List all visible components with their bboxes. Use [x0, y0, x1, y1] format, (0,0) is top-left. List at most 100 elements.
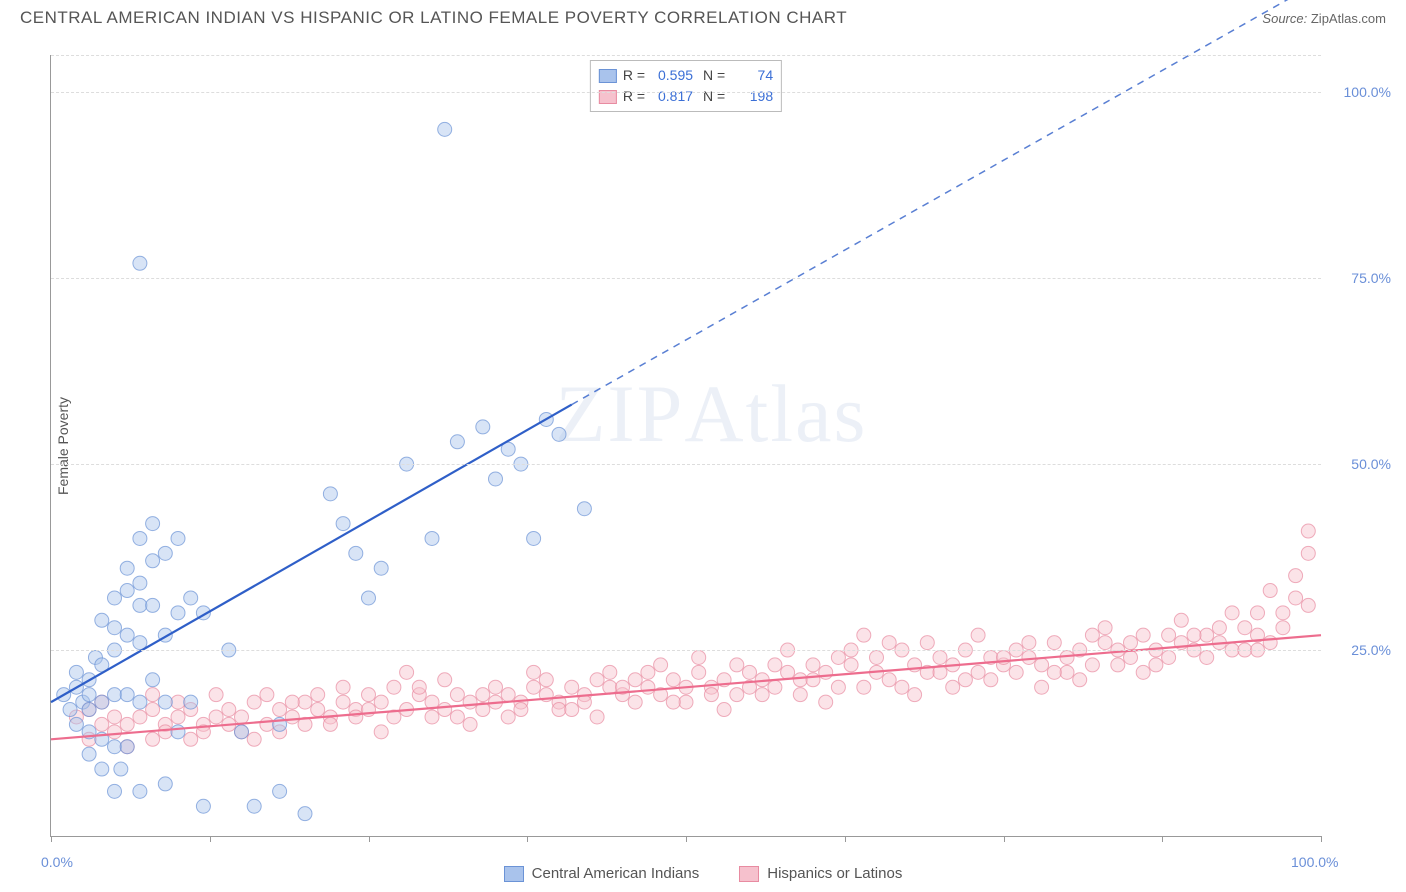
- stat-n-value: 74: [731, 65, 773, 86]
- scatter-point-pink: [1289, 591, 1303, 605]
- scatter-point-pink: [857, 628, 871, 642]
- stat-r-label: R =: [623, 65, 645, 86]
- scatter-point-pink: [946, 680, 960, 694]
- scatter-point-blue: [120, 688, 134, 702]
- scatter-point-pink: [1047, 636, 1061, 650]
- scatter-point-pink: [1149, 658, 1163, 672]
- scatter-point-blue: [298, 807, 312, 821]
- stat-n-value: 198: [731, 86, 773, 107]
- scatter-point-pink: [450, 688, 464, 702]
- scatter-point-pink: [501, 710, 515, 724]
- regression-line-blue: [51, 405, 572, 703]
- scatter-point-pink: [298, 695, 312, 709]
- scatter-point-pink: [666, 673, 680, 687]
- x-tick: [1162, 836, 1163, 842]
- scatter-svg: [51, 55, 1321, 836]
- scatter-point-blue: [133, 531, 147, 545]
- scatter-point-pink: [412, 680, 426, 694]
- scatter-point-blue: [527, 531, 541, 545]
- scatter-point-pink: [1276, 606, 1290, 620]
- scatter-point-blue: [196, 799, 210, 813]
- scatter-point-pink: [539, 673, 553, 687]
- scatter-point-pink: [958, 673, 972, 687]
- scatter-point-pink: [158, 725, 172, 739]
- scatter-point-pink: [1060, 665, 1074, 679]
- scatter-point-pink: [184, 732, 198, 746]
- scatter-point-pink: [171, 710, 185, 724]
- scatter-point-pink: [463, 695, 477, 709]
- scatter-point-pink: [590, 673, 604, 687]
- scatter-point-pink: [1263, 584, 1277, 598]
- scatter-point-blue: [69, 717, 83, 731]
- scatter-point-pink: [362, 688, 376, 702]
- stat-r-value: 0.817: [651, 86, 693, 107]
- scatter-point-pink: [108, 710, 122, 724]
- scatter-point-pink: [895, 680, 909, 694]
- scatter-point-pink: [565, 680, 579, 694]
- scatter-point-blue: [273, 784, 287, 798]
- scatter-point-blue: [476, 420, 490, 434]
- scatter-point-pink: [704, 688, 718, 702]
- scatter-point-pink: [743, 665, 757, 679]
- chart-title: CENTRAL AMERICAN INDIAN VS HISPANIC OR L…: [20, 8, 847, 28]
- scatter-point-pink: [819, 695, 833, 709]
- gridline: [51, 55, 1321, 56]
- scatter-point-blue: [552, 427, 566, 441]
- y-tick-label: 75.0%: [1351, 270, 1391, 286]
- legend-label: Hispanics or Latinos: [767, 865, 902, 882]
- scatter-point-pink: [1238, 621, 1252, 635]
- scatter-point-pink: [793, 673, 807, 687]
- scatter-point-pink: [450, 710, 464, 724]
- scatter-point-pink: [336, 680, 350, 694]
- scatter-point-pink: [285, 695, 299, 709]
- scatter-point-pink: [1162, 628, 1176, 642]
- scatter-point-pink: [654, 658, 668, 672]
- scatter-point-pink: [552, 703, 566, 717]
- scatter-point-blue: [146, 517, 160, 531]
- scatter-point-blue: [235, 725, 249, 739]
- scatter-point-pink: [349, 710, 363, 724]
- scatter-point-blue: [108, 784, 122, 798]
- gridline: [51, 650, 1321, 651]
- y-tick-label: 100.0%: [1344, 84, 1391, 100]
- source-label: Source:: [1262, 11, 1307, 26]
- scatter-point-pink: [1098, 636, 1112, 650]
- scatter-point-blue: [82, 703, 96, 717]
- scatter-point-blue: [108, 591, 122, 605]
- scatter-point-blue: [489, 472, 503, 486]
- scatter-point-pink: [1009, 665, 1023, 679]
- scatter-point-pink: [527, 680, 541, 694]
- scatter-point-pink: [438, 703, 452, 717]
- gridline: [51, 92, 1321, 93]
- scatter-point-blue: [133, 695, 147, 709]
- scatter-point-blue: [349, 546, 363, 560]
- scatter-point-pink: [1136, 665, 1150, 679]
- scatter-point-pink: [1200, 650, 1214, 664]
- scatter-point-blue: [450, 435, 464, 449]
- scatter-point-blue: [108, 688, 122, 702]
- x-tick: [210, 836, 211, 842]
- scatter-point-pink: [768, 680, 782, 694]
- scatter-point-pink: [1301, 546, 1315, 560]
- scatter-point-pink: [806, 673, 820, 687]
- scatter-point-blue: [120, 740, 134, 754]
- stat-n-label: N =: [699, 86, 725, 107]
- scatter-point-pink: [641, 665, 655, 679]
- scatter-point-blue: [146, 673, 160, 687]
- scatter-point-pink: [831, 650, 845, 664]
- scatter-point-pink: [1276, 621, 1290, 635]
- scatter-point-pink: [831, 680, 845, 694]
- stat-r-value: 0.595: [651, 65, 693, 86]
- scatter-point-pink: [336, 695, 350, 709]
- scatter-point-pink: [666, 695, 680, 709]
- scatter-point-blue: [133, 598, 147, 612]
- scatter-point-pink: [730, 688, 744, 702]
- scatter-point-pink: [590, 710, 604, 724]
- scatter-point-pink: [1200, 628, 1214, 642]
- scatter-point-pink: [984, 673, 998, 687]
- scatter-point-blue: [577, 502, 591, 516]
- scatter-point-pink: [273, 703, 287, 717]
- scatter-point-blue: [146, 554, 160, 568]
- scatter-point-pink: [247, 695, 261, 709]
- scatter-point-pink: [108, 725, 122, 739]
